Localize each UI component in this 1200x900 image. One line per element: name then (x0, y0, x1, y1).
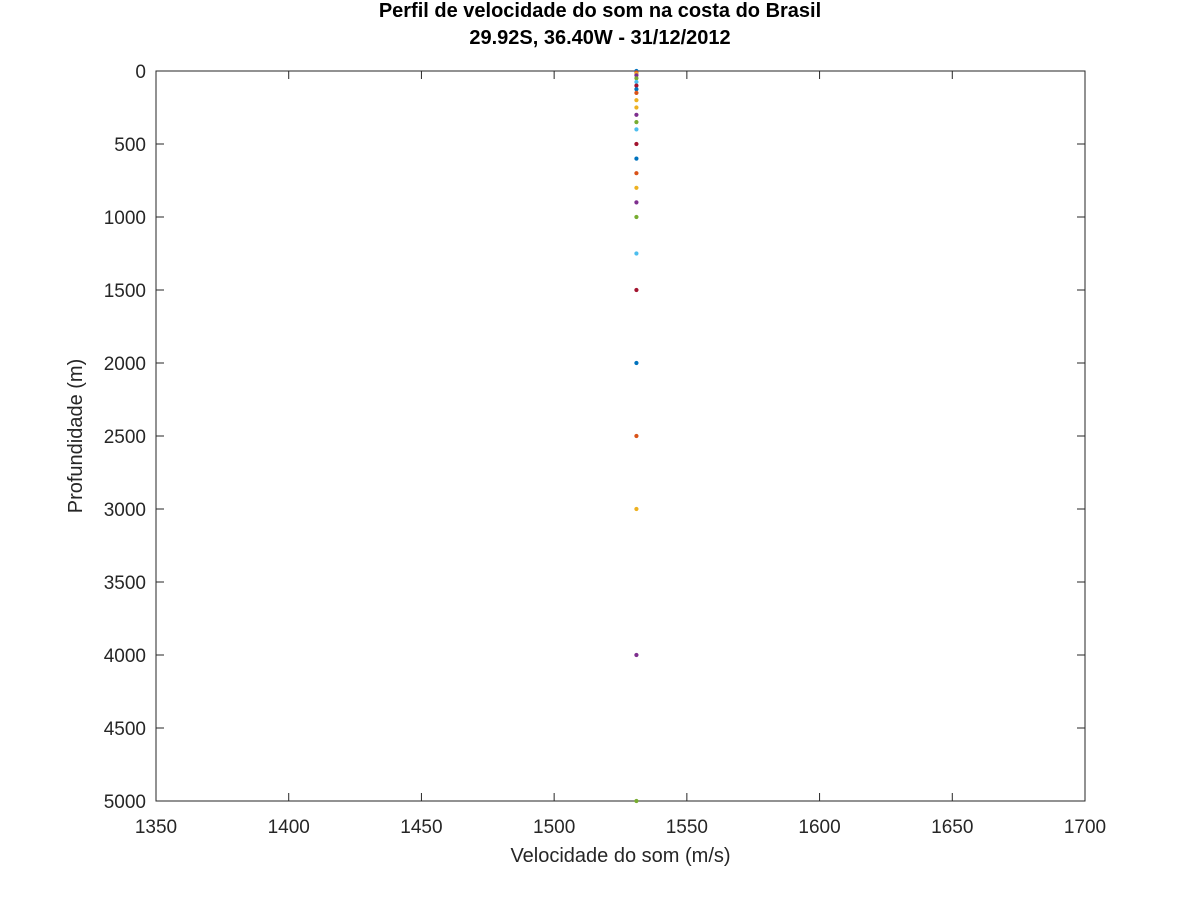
y-tick-label: 2500 (104, 427, 146, 448)
y-tick-label: 4000 (104, 646, 146, 667)
data-point (634, 156, 639, 161)
data-point (634, 79, 639, 85)
data-point (634, 87, 639, 92)
chart-subtitle: 29.92S, 36.40W - 31/12/2012 (469, 27, 731, 49)
x-tick-label: 1450 (400, 817, 442, 838)
data-point (634, 652, 639, 658)
data-point (634, 506, 639, 512)
data-point (634, 360, 639, 366)
x-tick-label: 1600 (798, 817, 840, 838)
x-axis-label: Velocidade do som (m/s) (510, 845, 730, 867)
data-point (634, 200, 639, 205)
y-tick-label: 5000 (104, 792, 146, 813)
chart-title: Perfil de velocidade do som na costa do … (378, 0, 822, 22)
data-point (634, 287, 639, 293)
data-point (634, 141, 639, 147)
data-point (634, 112, 639, 117)
y-tick-label: 1500 (104, 281, 146, 302)
data-point (634, 119, 639, 125)
data-point (634, 798, 639, 804)
x-tick-label: 1650 (931, 817, 973, 838)
data-point (634, 98, 639, 103)
data-point (634, 105, 639, 110)
y-tick-label: 1000 (104, 208, 146, 229)
y-tick-label: 500 (114, 135, 146, 156)
y-tick-label: 4500 (104, 719, 146, 740)
data-point (634, 83, 639, 88)
data-point (634, 185, 639, 190)
data-point (634, 127, 639, 132)
y-axis-label: Profundidade (m) (65, 359, 87, 514)
x-tick-label: 1350 (135, 817, 177, 838)
x-tick-label: 1700 (1064, 817, 1106, 838)
data-point (634, 433, 639, 439)
x-tick-label: 1500 (533, 817, 575, 838)
data-point (634, 90, 639, 95)
data-point (634, 76, 639, 81)
x-tick-label: 1400 (268, 817, 310, 838)
axes-box (155, 70, 1086, 802)
y-tick-label: 3000 (104, 500, 146, 521)
y-tick-label: 3500 (104, 573, 146, 594)
y-tick-label: 0 (135, 62, 146, 83)
x-tick-label: 1550 (666, 817, 708, 838)
data-point (634, 171, 639, 176)
y-tick-label: 2000 (104, 354, 146, 375)
data-point (634, 214, 639, 220)
data-point (634, 251, 639, 256)
